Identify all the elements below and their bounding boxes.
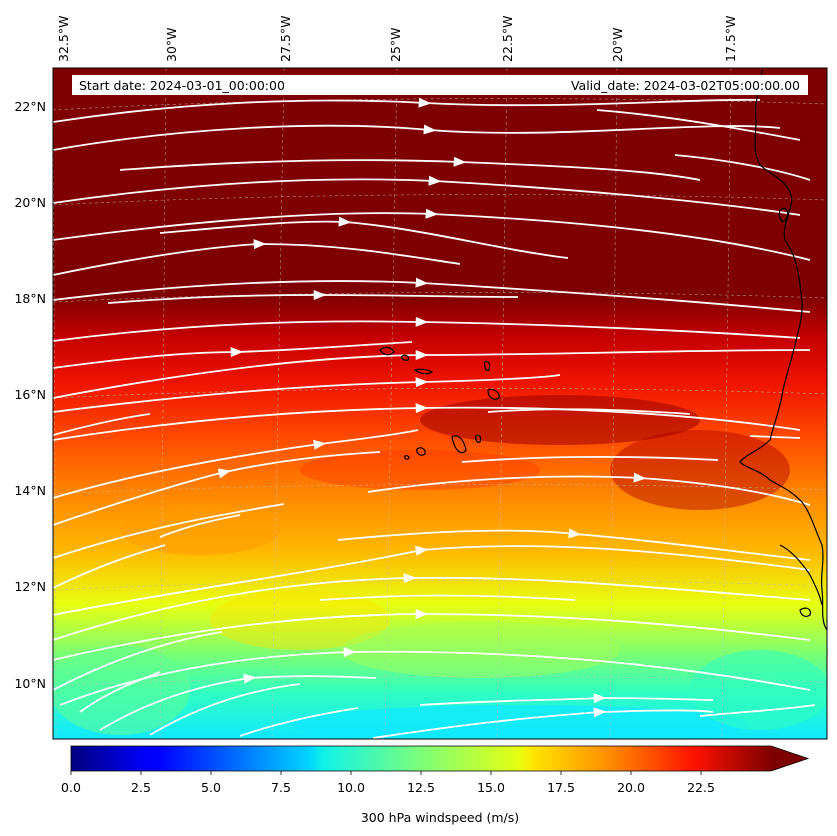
lon-label-32-5w: 32.5°W — [56, 16, 71, 62]
canary-islands — [778, 207, 789, 222]
start-date-label: Start date: 2024-03-01_00:00:00 — [79, 78, 285, 93]
bijagos-islands — [799, 607, 811, 617]
colorbar-tick-label: 5.0 — [201, 780, 221, 795]
lon-label-25w: 25°W — [388, 27, 403, 62]
guinea-bissau-coast — [779, 544, 823, 606]
graticule — [53, 68, 827, 739]
lon-label-17-5w: 17.5°W — [723, 16, 738, 62]
cape-verde-fogo — [416, 447, 426, 456]
lat-label-20n: 20°N — [14, 195, 46, 210]
cape-verde-sao-nicolau — [413, 368, 434, 375]
header-box: Start date: 2024-03-01_00:00:00 Valid_da… — [72, 75, 808, 95]
latitude-labels: 22°N 20°N 18°N 16°N 14°N 12°N 10°N — [14, 99, 46, 691]
cape-verde-maio — [475, 434, 482, 443]
cape-verde-santiago — [451, 435, 467, 454]
map-area — [52, 67, 828, 740]
map-frame — [52, 67, 828, 740]
cape-verde-brava — [404, 455, 410, 460]
cape-verde-santo-antao — [379, 346, 395, 356]
colorbar-gradient — [71, 746, 771, 771]
lat-label-14n: 14°N — [14, 483, 46, 498]
colorbar-tick-label: 20.0 — [617, 780, 645, 795]
colorbar-outline — [70, 745, 810, 772]
colorbar-tick-label: 7.5 — [271, 780, 291, 795]
coastlines — [379, 69, 827, 631]
colorbar-tick-label: 12.5 — [407, 780, 435, 795]
colorbar-label: 300 hPa windspeed (m/s) — [361, 810, 519, 825]
streamlines — [53, 97, 816, 739]
colorbar-tick-label: 0.0 — [61, 780, 81, 795]
header-background — [72, 75, 808, 95]
valid-date-label: Valid_date: 2024-03-02T05:00:00.00 — [571, 78, 800, 93]
lat-label-16n: 16°N — [14, 387, 46, 402]
cape-verde-sao-vicente — [401, 354, 410, 361]
colorbar-tick-label: 15.0 — [477, 780, 505, 795]
africa-coastline — [739, 69, 827, 631]
lon-label-22-5w: 22.5°W — [500, 16, 515, 62]
colorbar-extend-arrow — [771, 746, 808, 771]
colorbar-ticks: 0.0 2.5 5.0 7.5 10.0 12.5 15.0 17.5 20.0 22.5 — [61, 771, 715, 795]
lat-label-12n: 12°N — [14, 579, 46, 594]
cape-verde-boa-vista — [487, 388, 500, 400]
colorbar-tick-label: 2.5 — [131, 780, 151, 795]
longitude-labels: 32.5°W 30°W 27.5°W 25°W 22.5°W 20°W 17.5… — [56, 16, 738, 62]
lon-label-30w: 30°W — [164, 27, 179, 62]
colorbar-tick-label: 22.5 — [687, 780, 715, 795]
colorbar-tick-label: 10.0 — [337, 780, 365, 795]
lat-label-10n: 10°N — [14, 676, 46, 691]
cape-verde-sal — [484, 360, 491, 372]
lon-label-20w: 20°W — [610, 27, 625, 62]
colorbar-tick-label: 17.5 — [547, 780, 575, 795]
lat-label-18n: 18°N — [14, 291, 46, 306]
lon-label-27-5w: 27.5°W — [278, 16, 293, 62]
lat-label-22n: 22°N — [14, 99, 46, 114]
colorbar: 0.0 2.5 5.0 7.5 10.0 12.5 15.0 17.5 20.0 22.5 300… — [61, 745, 810, 825]
